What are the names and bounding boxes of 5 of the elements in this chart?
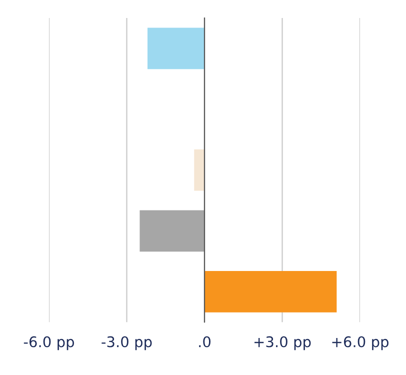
x-tick-label: +6.0 pp <box>332 336 388 350</box>
x-tick-label: +3.0 pp <box>254 336 311 350</box>
x-tick-label: .0 <box>199 336 210 348</box>
x-tick-label: -3.0 pp <box>102 336 152 350</box>
x-tick-label: -6.0 pp <box>24 336 74 350</box>
